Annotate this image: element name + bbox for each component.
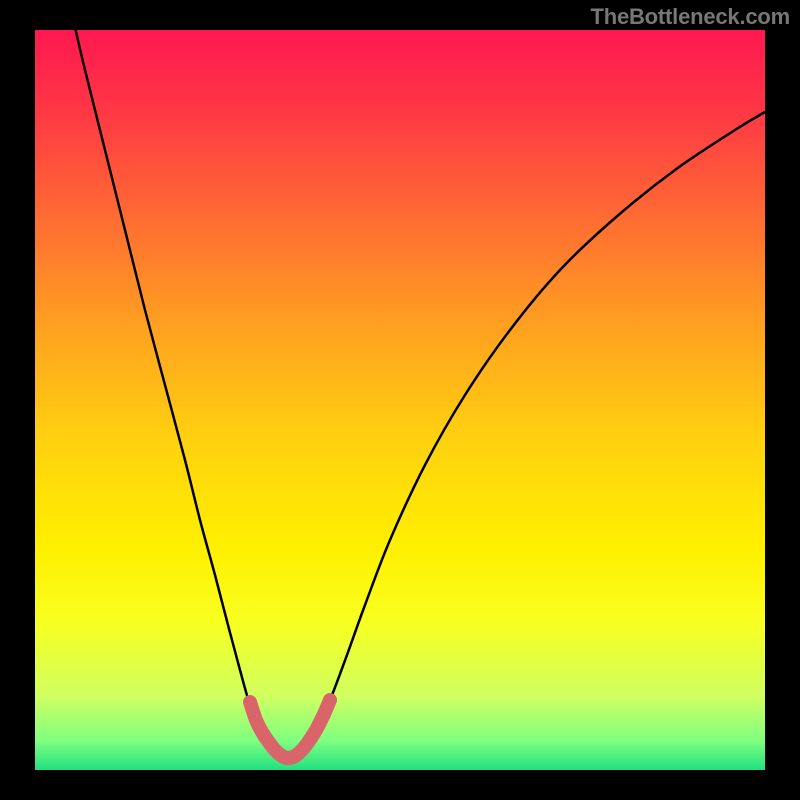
plot-area [35, 30, 765, 770]
chart-container: TheBottleneck.com [0, 0, 800, 800]
overlay-curve [250, 700, 330, 758]
watermark-text: TheBottleneck.com [590, 4, 790, 30]
curve-layer [35, 30, 765, 770]
main-curve [71, 30, 765, 758]
